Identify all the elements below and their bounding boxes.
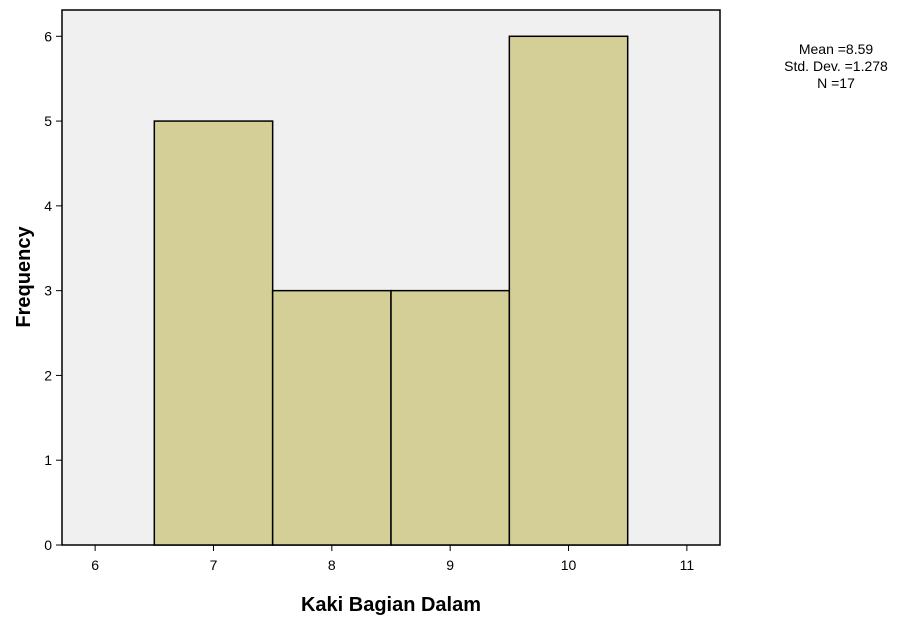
y-tick-label: 4 xyxy=(44,198,52,214)
y-tick-label: 6 xyxy=(44,28,52,44)
x-axis: 6 7 8 9 10 11 xyxy=(91,545,694,573)
x-axis-title: Kaki Bagian Dalam xyxy=(301,594,481,616)
bars-group xyxy=(153,35,629,546)
y-axis-title: Frequency xyxy=(13,226,35,328)
histogram-bar-1 xyxy=(153,120,274,546)
stat-std-dev: Std. Dev. =1.278 xyxy=(784,58,888,74)
stat-n: N =17 xyxy=(817,75,855,91)
histogram-bar-3 xyxy=(390,289,511,546)
histogram-bar-4 xyxy=(508,35,629,546)
y-axis: 0 1 2 3 4 5 6 xyxy=(44,28,62,553)
x-tick-label: 9 xyxy=(446,557,454,573)
x-tick-label: 11 xyxy=(680,557,695,573)
x-tick-label: 7 xyxy=(210,557,218,573)
statistics-box: Mean =8.59 Std. Dev. =1.278 N =17 xyxy=(784,41,888,91)
y-tick-label: 0 xyxy=(44,537,52,553)
x-tick-label: 10 xyxy=(561,557,577,573)
y-tick-label: 5 xyxy=(44,113,52,129)
x-tick-label: 6 xyxy=(91,557,99,573)
histogram-bar-2 xyxy=(271,289,392,546)
y-tick-label: 2 xyxy=(44,367,52,383)
y-tick-label: 3 xyxy=(44,283,52,299)
stat-mean: Mean =8.59 xyxy=(799,41,874,57)
x-tick-label: 8 xyxy=(328,557,336,573)
y-tick-label: 1 xyxy=(44,452,52,468)
